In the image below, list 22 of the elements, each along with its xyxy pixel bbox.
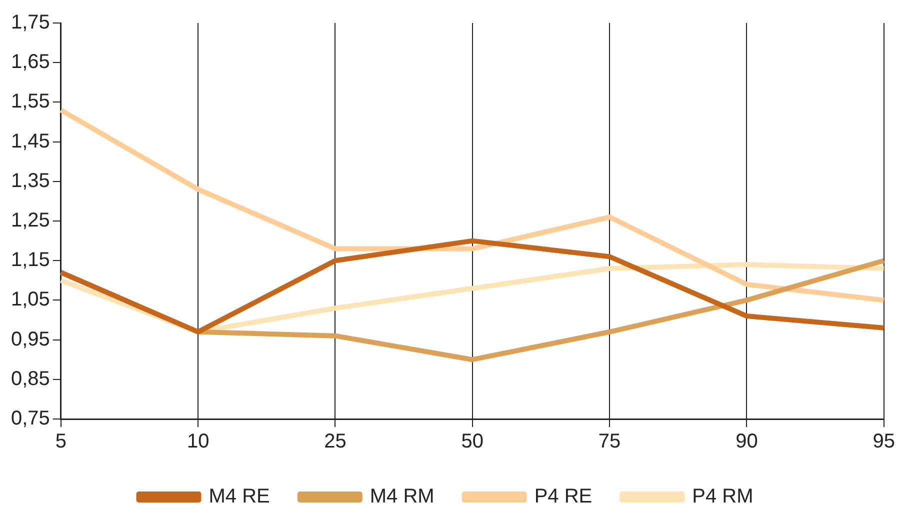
y-tick-label: 1,45 <box>10 130 50 152</box>
y-tick-label: 1,35 <box>10 170 50 192</box>
x-tick-label: 10 <box>186 430 210 453</box>
x-tick-label: 75 <box>598 430 621 453</box>
y-tick-label: 1,25 <box>10 210 50 232</box>
y-tick-label: 1,65 <box>10 51 50 74</box>
y-tick-label: 0,75 <box>10 408 50 430</box>
x-tick-label: 5 <box>55 430 66 453</box>
x-tick-label: 90 <box>736 430 758 453</box>
legend-label: M4 RE <box>208 486 270 508</box>
legend-label: P4 RM <box>692 486 754 508</box>
legend-label: M4 RM <box>370 486 434 508</box>
x-tick-label: 95 <box>872 430 895 453</box>
y-tick-label: 1,05 <box>10 288 50 311</box>
legend-label: P4 RE <box>534 486 592 508</box>
y-tick-label: 0,85 <box>10 368 50 390</box>
y-tick-label: 1,15 <box>10 249 50 272</box>
x-tick-label: 25 <box>324 430 346 453</box>
x-tick-label: 50 <box>461 430 484 453</box>
y-tick-label: 1,55 <box>10 90 50 113</box>
y-tick-label: 0,95 <box>10 328 50 350</box>
y-tick-label: 1,75 <box>10 12 50 34</box>
